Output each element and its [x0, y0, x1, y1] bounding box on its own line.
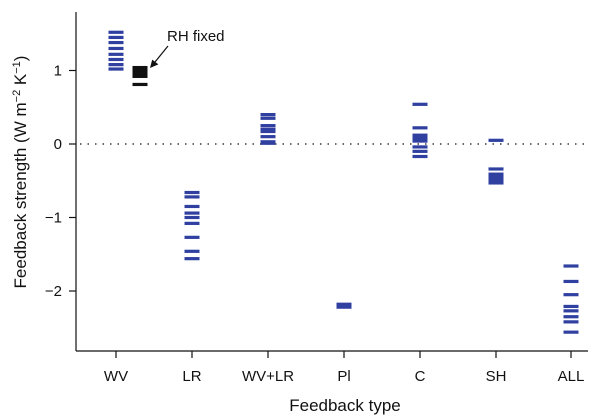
- x-tick-label: WV+LR: [242, 368, 294, 385]
- data-point-bar: [412, 145, 428, 149]
- data-point-bar: [184, 221, 200, 225]
- data-point-bar: [563, 264, 579, 268]
- data-point-bar: [488, 167, 504, 171]
- y-tick-label: 0: [54, 136, 62, 153]
- y-axis-title-sup2: −1: [11, 61, 23, 74]
- y-tick-label: 1: [54, 63, 62, 80]
- data-point-bar: [563, 330, 579, 334]
- annotation-arrowhead: [150, 59, 159, 68]
- data-point-bar: [563, 279, 579, 284]
- data-point-bar: [184, 211, 200, 215]
- y-axis-title-end: ): [11, 56, 30, 62]
- data-point-bar: [412, 102, 428, 106]
- data-point-bar: [488, 181, 504, 185]
- data-point-bar: [260, 135, 276, 139]
- annotation-label: RH fixed: [167, 28, 225, 45]
- x-tick-label: Pl: [337, 368, 350, 385]
- x-axis-title: Feedback type: [289, 396, 401, 415]
- data-point-bar: [488, 175, 504, 179]
- data-point-bar: [260, 113, 276, 117]
- data-point-bar: [184, 235, 200, 239]
- y-ticks: −2 −1 0 1: [45, 63, 76, 300]
- rh-fixed-annotation: RH fixed: [150, 28, 225, 68]
- data-marks: [108, 30, 579, 334]
- axes: [75, 12, 588, 352]
- x-tick-label: SH: [486, 368, 507, 385]
- data-point-bar: [108, 57, 124, 62]
- data-point-bar: [412, 139, 428, 143]
- data-point-bar: [563, 304, 579, 309]
- data-point-bar: [488, 172, 504, 176]
- data-point-bar: [563, 309, 579, 313]
- data-point-bar: [336, 305, 352, 309]
- annotation-arrow: [154, 45, 169, 63]
- data-point-bar: [412, 126, 428, 130]
- data-point-bar: [412, 149, 428, 153]
- data-point-bar: [260, 127, 276, 131]
- data-point-bar: [184, 257, 200, 261]
- data-point-bar: [108, 63, 124, 67]
- data-point-bar: [184, 204, 200, 209]
- rh-fixed-point-bar: [132, 82, 148, 87]
- data-point-bar: [184, 215, 200, 220]
- data-point-bar: [260, 141, 276, 145]
- data-point-bar: [108, 35, 124, 40]
- rh-fixed-point-bar: [132, 74, 148, 78]
- data-point-bar: [184, 195, 200, 199]
- y-axis-title-mid: K: [11, 73, 30, 90]
- data-point-bar: [108, 67, 124, 71]
- data-point-bar: [260, 129, 276, 134]
- x-tick-label: LR: [182, 368, 201, 385]
- data-point-bar: [488, 178, 504, 182]
- rh-fixed-point-bar: [132, 71, 148, 76]
- data-point-bar: [260, 116, 276, 120]
- x-ticks: WV LR WV+LR Pl C SH ALL: [104, 351, 584, 385]
- data-point-bar: [108, 40, 124, 45]
- data-point-bar: [488, 138, 504, 142]
- data-point-bar: [412, 136, 428, 140]
- rh-fixed-point-bar: [132, 68, 148, 73]
- data-point-bar: [563, 320, 579, 324]
- y-axis-title: Feedback strength (W m−2 K−1): [11, 56, 30, 289]
- data-point-bar: [108, 46, 124, 51]
- x-tick-label: ALL: [558, 368, 585, 385]
- y-tick-label: −2: [45, 283, 62, 300]
- data-point-bar: [184, 190, 200, 195]
- y-tick-label: −1: [45, 210, 62, 227]
- x-tick-label: WV: [104, 368, 128, 385]
- y-axis-title-sup1: −2: [11, 90, 23, 103]
- data-point-bar: [563, 315, 579, 319]
- y-axis-title-main: Feedback strength (W m: [11, 102, 30, 288]
- x-tick-label: C: [415, 368, 426, 385]
- data-point-bar: [412, 133, 428, 137]
- data-point-bar: [412, 154, 428, 159]
- data-point-bar: [260, 124, 276, 128]
- rh-fixed-point-bar: [132, 65, 148, 70]
- data-point-bar: [108, 30, 124, 34]
- data-point-bar: [563, 293, 579, 297]
- data-point-bar: [184, 249, 200, 253]
- data-point-bar: [108, 52, 124, 56]
